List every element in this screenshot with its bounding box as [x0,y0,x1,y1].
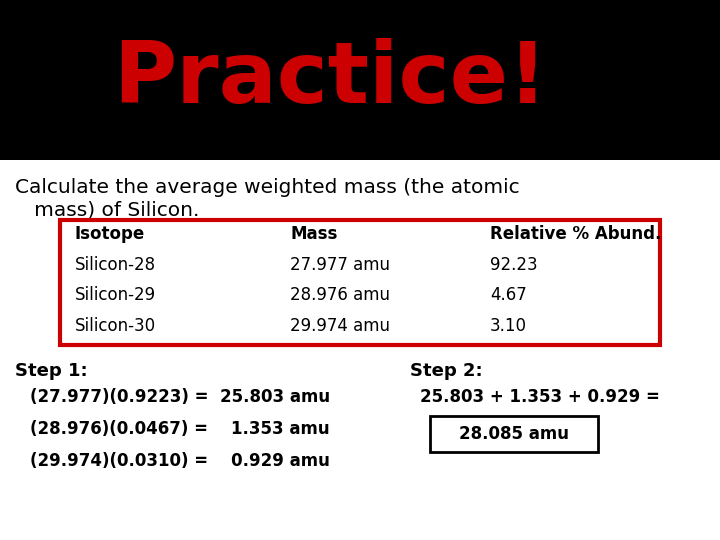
Text: Silicon-28: Silicon-28 [75,256,156,274]
Text: Practice!: Practice! [113,38,547,122]
Text: 29.974 amu: 29.974 amu [290,317,390,335]
Text: (29.974)(0.0310) =    0.929 amu: (29.974)(0.0310) = 0.929 amu [30,452,330,470]
Text: 3.10: 3.10 [490,317,527,335]
Text: 4.67: 4.67 [490,286,527,304]
Text: Silicon-29: Silicon-29 [75,286,156,304]
Text: 27.977 amu: 27.977 amu [290,256,390,274]
Text: 25.803 + 1.353 + 0.929 =: 25.803 + 1.353 + 0.929 = [420,388,660,406]
Text: Silicon-30: Silicon-30 [75,317,156,335]
Text: (28.976)(0.0467) =    1.353 amu: (28.976)(0.0467) = 1.353 amu [30,420,330,438]
Text: Isotope: Isotope [75,225,145,243]
Text: Step 2:: Step 2: [410,362,482,380]
Bar [430,416,598,452]
Text: Calculate the average weighted mass (the atomic: Calculate the average weighted mass (the… [15,178,520,197]
Bar [60,220,660,345]
Text: 28.085 amu: 28.085 amu [459,425,569,443]
Bar [0,0,720,160]
Text: 92.23: 92.23 [490,256,538,274]
Text: Relative % Abund.: Relative % Abund. [490,225,662,243]
Text: Mass: Mass [290,225,338,243]
Text: (27.977)(0.9223) =  25.803 amu: (27.977)(0.9223) = 25.803 amu [30,388,330,406]
Text: Step 1:: Step 1: [15,362,88,380]
Text: 28.976 amu: 28.976 amu [290,286,390,304]
Text: mass) of Silicon.: mass) of Silicon. [15,200,199,219]
